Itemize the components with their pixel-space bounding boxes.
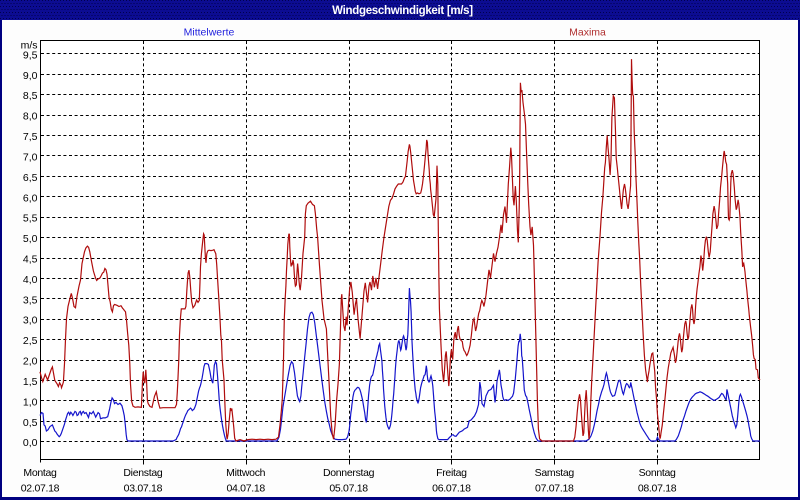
svg-text:3,0: 3,0: [23, 315, 38, 327]
svg-text:Freitag: Freitag: [436, 467, 467, 479]
svg-text:m/s: m/s: [21, 39, 38, 51]
svg-text:Dienstag: Dienstag: [123, 467, 163, 479]
svg-text:02.07.18: 02.07.18: [21, 482, 60, 494]
svg-text:03.07.18: 03.07.18: [124, 482, 163, 494]
svg-text:8,0: 8,0: [23, 111, 38, 123]
svg-text:4,0: 4,0: [23, 274, 38, 286]
svg-text:6,0: 6,0: [23, 192, 38, 204]
svg-text:2,0: 2,0: [23, 356, 38, 368]
svg-text:04.07.18: 04.07.18: [226, 482, 265, 494]
svg-text:9,5: 9,5: [23, 49, 38, 61]
svg-text:5,0: 5,0: [23, 233, 38, 245]
svg-text:Montag: Montag: [23, 467, 57, 479]
svg-text:6,5: 6,5: [23, 172, 38, 184]
svg-text:5,5: 5,5: [23, 213, 38, 225]
svg-text:1,0: 1,0: [23, 396, 38, 408]
svg-text:Donnerstag: Donnerstag: [323, 467, 375, 479]
svg-text:Samstag: Samstag: [535, 467, 575, 479]
svg-text:0,5: 0,5: [23, 417, 38, 429]
svg-text:Mittwoch: Mittwoch: [226, 467, 265, 479]
svg-text:05.07.18: 05.07.18: [329, 482, 368, 494]
svg-text:0,0: 0,0: [23, 437, 38, 449]
svg-text:Maxima: Maxima: [569, 27, 606, 39]
svg-text:9,0: 9,0: [23, 70, 38, 82]
svg-text:08.07.18: 08.07.18: [638, 482, 677, 494]
svg-text:4,5: 4,5: [23, 254, 38, 266]
svg-text:Sonntag: Sonntag: [639, 467, 676, 479]
svg-text:07.07.18: 07.07.18: [535, 482, 574, 494]
svg-text:06.07.18: 06.07.18: [432, 482, 471, 494]
svg-text:Windgeschwindigkeit [m/s]: Windgeschwindigkeit [m/s]: [332, 5, 473, 17]
svg-text:7,0: 7,0: [23, 152, 38, 164]
svg-text:3,5: 3,5: [23, 294, 38, 306]
svg-text:7,5: 7,5: [23, 131, 38, 143]
svg-text:Mittelwerte: Mittelwerte: [184, 27, 235, 39]
svg-text:2,5: 2,5: [23, 335, 38, 347]
svg-text:8,5: 8,5: [23, 90, 38, 102]
svg-text:1,5: 1,5: [23, 376, 38, 388]
